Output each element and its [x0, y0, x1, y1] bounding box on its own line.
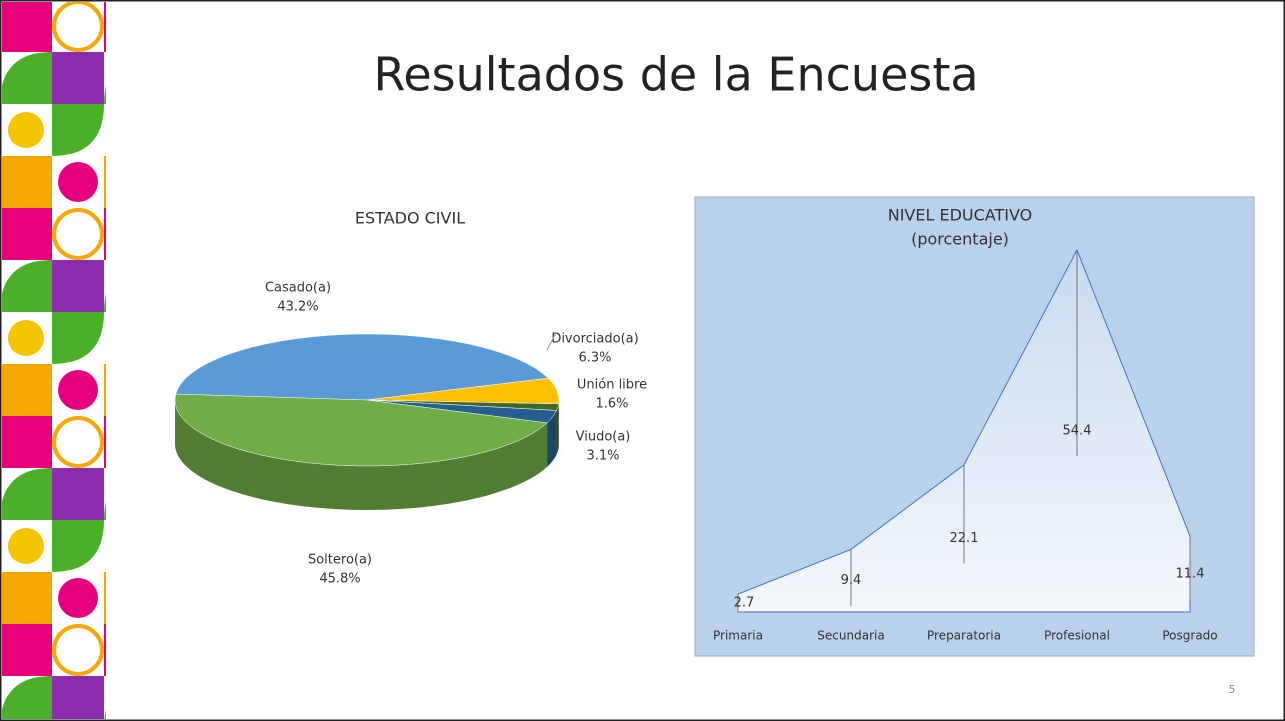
chart-subtitle: (porcentaje)	[911, 230, 1009, 249]
pie-category-label: Viudo(a)	[576, 430, 631, 445]
page-number: 5	[1229, 683, 1236, 696]
slide-title: Resultados de la Encuesta	[373, 48, 978, 102]
value-label: 54.4	[1063, 424, 1092, 439]
pie-value-label: 1.6%	[595, 397, 628, 412]
pie-value-label: 3.1%	[586, 449, 619, 464]
chart-title: NIVEL EDUCATIVO	[888, 206, 1033, 225]
value-label: 22.1	[950, 531, 979, 546]
x-tick-label: Posgrado	[1162, 629, 1217, 643]
value-label: 11.4	[1176, 567, 1205, 582]
pie-category-label: Divorciado(a)	[551, 332, 638, 347]
pie-value-label: 45.8%	[319, 572, 360, 587]
x-tick-label: Profesional	[1044, 629, 1110, 643]
pie-category-label: Soltero(a)	[308, 553, 372, 568]
pie-side	[557, 404, 559, 455]
value-label: 9.4	[841, 573, 862, 588]
x-tick-label: Preparatoria	[927, 629, 1001, 643]
pie-category-label: Unión libre	[577, 378, 647, 393]
x-tick-label: Primaria	[713, 629, 763, 643]
decorative-strip	[2, 2, 106, 719]
slide: Resultados de la Encuesta 5 ESTADO CIVIL…	[0, 0, 1285, 721]
pie-value-label: 6.3%	[578, 351, 611, 366]
pie-category-label: Casado(a)	[265, 281, 331, 296]
pie-value-label: 43.2%	[277, 300, 318, 315]
value-label: 2.7	[734, 596, 755, 611]
chart-title: ESTADO CIVIL	[355, 209, 465, 228]
x-tick-label: Secundaria	[817, 629, 884, 643]
